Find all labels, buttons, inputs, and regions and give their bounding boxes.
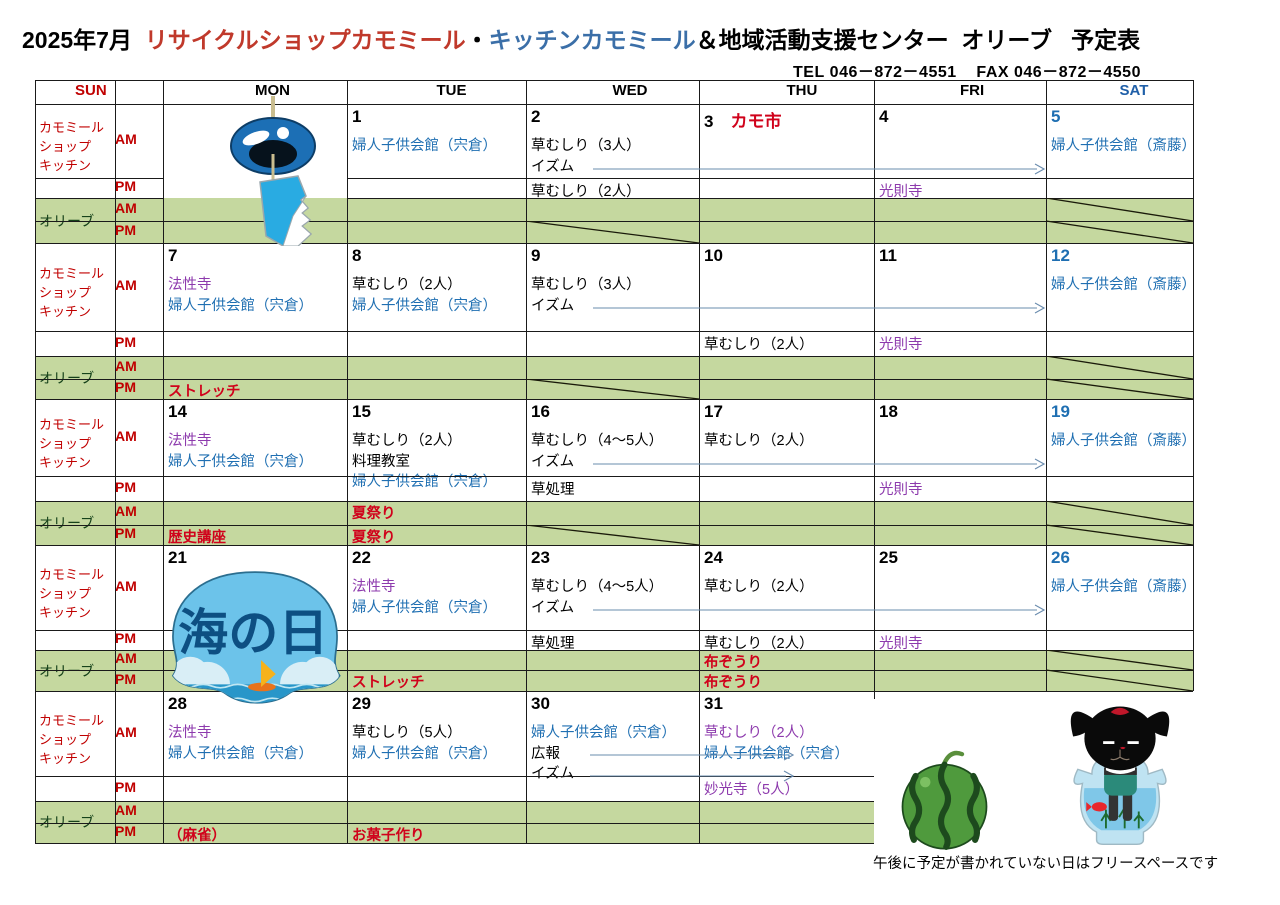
svg-text:海の日: 海の日 [178, 605, 328, 661]
